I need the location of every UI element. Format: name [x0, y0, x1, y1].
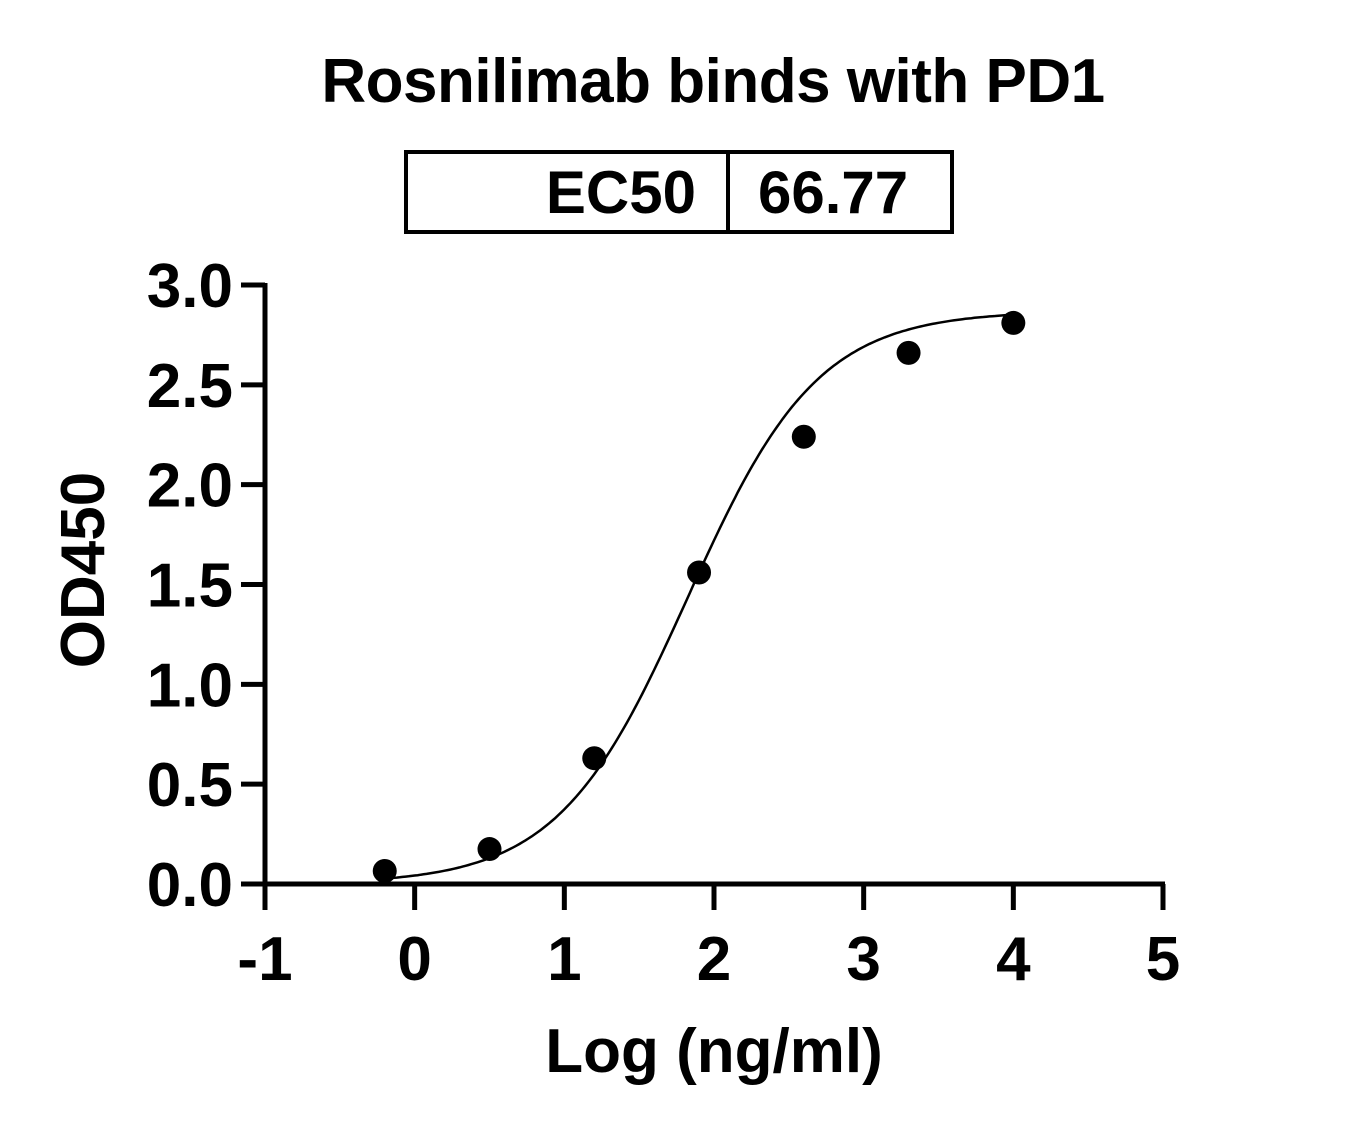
y-tick-label: 0.5: [147, 751, 233, 820]
y-tick-label: 2.0: [147, 452, 233, 521]
y-tick-label: 0.0: [147, 851, 233, 920]
chart-title: Rosnilimab binds with PD1: [321, 47, 1105, 116]
data-point: [791, 424, 816, 449]
data-points: [372, 310, 1026, 884]
data-point: [687, 560, 712, 585]
data-point: [477, 837, 502, 862]
data-point: [372, 859, 397, 884]
y-axis-title: OD450: [49, 472, 118, 668]
x-tick-label: 5: [1146, 925, 1180, 994]
x-tick-label: 2: [697, 925, 731, 994]
x-tick-label: -1: [237, 925, 292, 994]
ec50-value: 66.77: [758, 158, 909, 226]
x-tick-label: 3: [846, 925, 880, 994]
y-tick-label: 2.5: [147, 352, 233, 421]
y-tick-label: 3.0: [147, 252, 233, 321]
y-tick-label: 1.5: [147, 552, 233, 621]
x-tick-label: 4: [996, 925, 1031, 994]
y-tick-label: 1.0: [147, 651, 233, 720]
ec50-table: EC50 66.77: [404, 150, 954, 234]
data-point: [582, 746, 607, 771]
data-point: [1001, 310, 1026, 335]
ec50-label: EC50: [408, 154, 730, 230]
x-tick-label: 1: [547, 925, 581, 994]
x-axis-title: Log (ng/ml): [545, 1017, 882, 1086]
axes: 0.0 0.5 1.0 1.5 2.0 2.5 3.0 -1 0 1 2 3 4 5: [147, 252, 1180, 994]
fit-curve: [384, 313, 1014, 880]
x-tick-label: 0: [397, 925, 431, 994]
data-point: [896, 340, 921, 365]
